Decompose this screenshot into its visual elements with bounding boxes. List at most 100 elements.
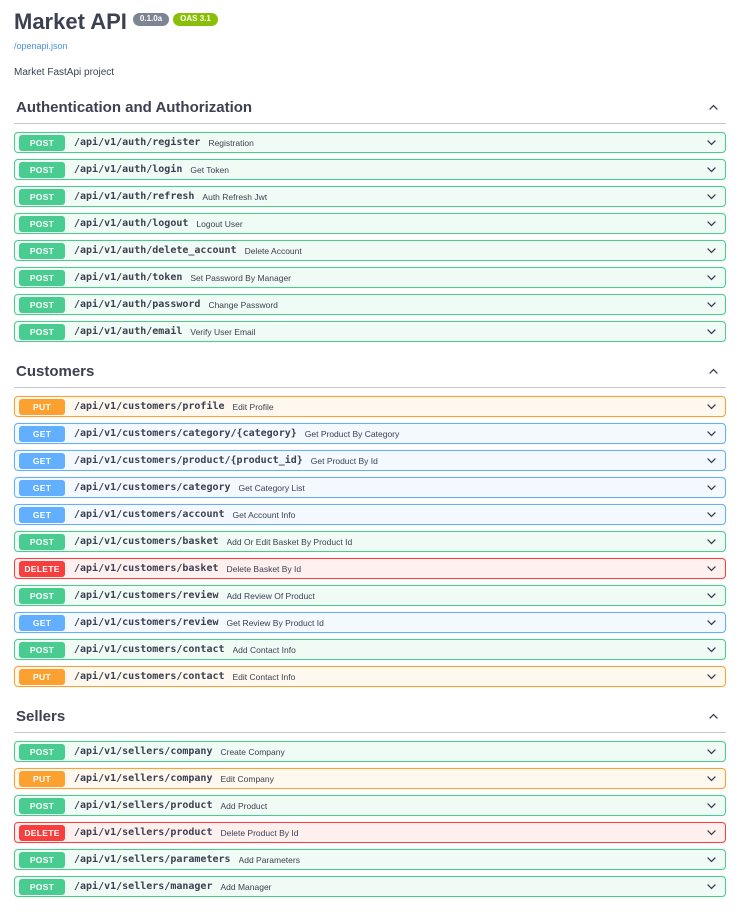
expand-operation-button[interactable] (705, 427, 718, 440)
version-badge: 0.1.0a (132, 13, 170, 26)
expand-operation-button[interactable] (705, 244, 718, 257)
endpoint-row[interactable]: GET/api/v1/customers/review Get Review By… (14, 612, 726, 633)
section-collapse-button[interactable] (703, 101, 724, 114)
endpoint-row[interactable]: POST/api/v1/sellers/parameters Add Parame… (14, 849, 726, 870)
expand-operation-button[interactable] (705, 643, 718, 656)
endpoint-summary: POST/api/v1/customers/basket Add Or Edit … (15, 532, 725, 551)
expand-operation-button[interactable] (705, 616, 718, 629)
method-badge: POST (19, 242, 65, 259)
section-collapse-button[interactable] (703, 365, 724, 378)
expand-operation-button[interactable] (705, 454, 718, 467)
section-header[interactable]: Sellers (14, 704, 726, 733)
section-header[interactable]: Customers (14, 359, 726, 388)
endpoint-description: Edit Company (220, 773, 274, 784)
expand-operation-button[interactable] (705, 508, 718, 521)
endpoint-summary: POST/api/v1/sellers/product Add Product (15, 796, 725, 815)
chevron-down-icon (705, 298, 718, 311)
api-info-header: Market API 0.1.0a OAS 3.1 (14, 10, 726, 34)
expand-operation-button[interactable] (705, 745, 718, 758)
expand-operation-button[interactable] (705, 217, 718, 230)
endpoint-path: /api/v1/customers/basket (74, 536, 219, 547)
endpoint-path: /api/v1/auth/delete_account (74, 245, 237, 256)
expand-operation-button[interactable] (705, 325, 718, 338)
openapi-spec-link[interactable]: /openapi.json (14, 41, 68, 51)
chevron-down-icon (705, 427, 718, 440)
chevron-down-icon (705, 562, 718, 575)
endpoint-description: Auth Refresh Jwt (202, 191, 268, 202)
expand-operation-button[interactable] (705, 400, 718, 413)
endpoint-summary: DELETE/api/v1/customers/basket Delete Bas… (15, 559, 725, 578)
endpoint-row[interactable]: POST/api/v1/auth/delete_account Delete Ac… (14, 240, 726, 261)
endpoint-row[interactable]: POST/api/v1/sellers/manager Add Manager (14, 876, 726, 897)
expand-operation-button[interactable] (705, 670, 718, 683)
endpoint-row[interactable]: PUT/api/v1/customers/profile Edit Profile (14, 396, 726, 417)
endpoint-row[interactable]: POST/api/v1/sellers/company Create Compan… (14, 741, 726, 762)
endpoint-row[interactable]: POST/api/v1/sellers/product Add Product (14, 795, 726, 816)
endpoint-path: /api/v1/customers/basket (74, 563, 219, 574)
method-badge: PUT (19, 770, 65, 787)
endpoint-row[interactable]: DELETE/api/v1/customers/basket Delete Bas… (14, 558, 726, 579)
endpoint-description: Add Manager (220, 881, 272, 892)
endpoint-description: Edit Profile (232, 401, 274, 412)
expand-operation-button[interactable] (705, 481, 718, 494)
method-badge: GET (19, 479, 65, 496)
method-badge: PUT (19, 398, 65, 415)
endpoint-description: Registration (208, 137, 254, 148)
expand-operation-button[interactable] (705, 589, 718, 602)
endpoint-path: /api/v1/auth/login (74, 164, 183, 175)
endpoint-row[interactable]: GET/api/v1/customers/product/{product_id… (14, 450, 726, 471)
api-sections: Authentication and Authorization POST/api… (14, 95, 726, 897)
endpoint-description: Delete Account (244, 245, 302, 256)
expand-operation-button[interactable] (705, 163, 718, 176)
endpoint-summary: POST/api/v1/auth/login Get Token (15, 160, 725, 179)
endpoint-row[interactable]: PUT/api/v1/customers/contact Edit Contact… (14, 666, 726, 687)
expand-operation-button[interactable] (705, 562, 718, 575)
endpoint-row[interactable]: POST/api/v1/auth/login Get Token (14, 159, 726, 180)
endpoint-summary: POST/api/v1/sellers/manager Add Manager (15, 877, 725, 896)
endpoint-path: /api/v1/auth/logout (74, 218, 189, 229)
endpoint-row[interactable]: POST/api/v1/auth/email Verify User Email (14, 321, 726, 342)
endpoint-row[interactable]: POST/api/v1/auth/logout Logout User (14, 213, 726, 234)
expand-operation-button[interactable] (705, 298, 718, 311)
section-header[interactable]: Authentication and Authorization (14, 95, 726, 124)
endpoint-summary: POST/api/v1/auth/register Registration (15, 133, 725, 152)
section-authentication-and-authorization: Authentication and Authorization POST/api… (14, 95, 726, 342)
chevron-down-icon (705, 670, 718, 683)
expand-operation-button[interactable] (705, 826, 718, 839)
expand-operation-button[interactable] (705, 136, 718, 149)
method-badge: POST (19, 533, 65, 550)
endpoint-row[interactable]: DELETE/api/v1/sellers/product Delete Prod… (14, 822, 726, 843)
chevron-down-icon (705, 745, 718, 758)
endpoint-description: Verify User Email (190, 326, 256, 337)
endpoint-row[interactable]: GET/api/v1/customers/category Get Categor… (14, 477, 726, 498)
expand-operation-button[interactable] (705, 535, 718, 548)
method-badge: GET (19, 452, 65, 469)
title-badges: 0.1.0a OAS 3.1 (132, 13, 218, 26)
section-sellers: Sellers POST/api/v1/sellers/company Create… (14, 704, 726, 897)
expand-operation-button[interactable] (705, 772, 718, 785)
endpoint-row[interactable]: POST/api/v1/auth/password Change Password (14, 294, 726, 315)
endpoint-row[interactable]: POST/api/v1/customers/contact Add Contact… (14, 639, 726, 660)
endpoint-description: Add Parameters (238, 854, 300, 865)
expand-operation-button[interactable] (705, 880, 718, 893)
endpoint-row[interactable]: POST/api/v1/auth/refresh Auth Refresh Jwt (14, 186, 726, 207)
section-title: Customers (16, 363, 95, 380)
endpoint-row[interactable]: POST/api/v1/auth/token Set Password By Ma… (14, 267, 726, 288)
endpoint-path: /api/v1/sellers/product (74, 827, 213, 838)
endpoint-row[interactable]: GET/api/v1/customers/account Get Account … (14, 504, 726, 525)
expand-operation-button[interactable] (705, 271, 718, 284)
chevron-down-icon (705, 826, 718, 839)
endpoint-summary: POST/api/v1/auth/delete_account Delete Ac… (15, 241, 725, 260)
endpoint-path: /api/v1/auth/password (74, 299, 201, 310)
section-collapse-button[interactable] (703, 710, 724, 723)
endpoint-summary: POST/api/v1/sellers/parameters Add Parame… (15, 850, 725, 869)
expand-operation-button[interactable] (705, 853, 718, 866)
endpoint-row[interactable]: POST/api/v1/customers/basket Add Or Edit … (14, 531, 726, 552)
expand-operation-button[interactable] (705, 190, 718, 203)
expand-operation-button[interactable] (705, 799, 718, 812)
endpoint-row[interactable]: PUT/api/v1/sellers/company Edit Company (14, 768, 726, 789)
endpoint-row[interactable]: POST/api/v1/auth/register Registration (14, 132, 726, 153)
endpoint-row[interactable]: POST/api/v1/customers/review Add Review O… (14, 585, 726, 606)
endpoint-row[interactable]: GET/api/v1/customers/category/{category}… (14, 423, 726, 444)
